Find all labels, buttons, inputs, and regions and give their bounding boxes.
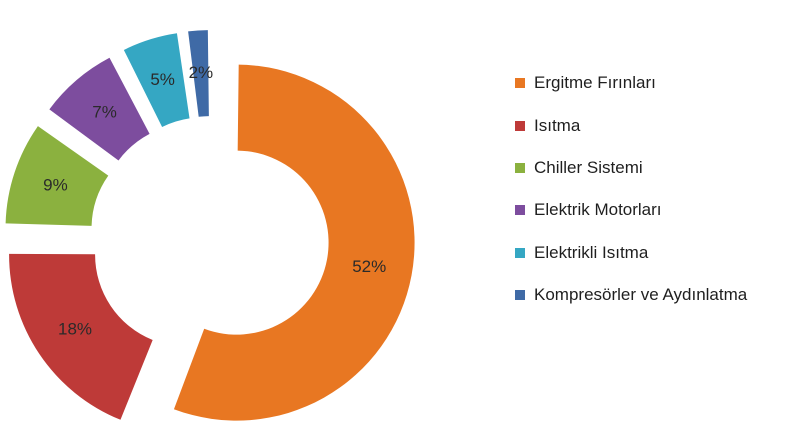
data-label-ergitme-firinlari: 52% (352, 257, 386, 276)
slice-chiller-sistemi (5, 126, 109, 226)
legend-item-elektrik-motorlari: Elektrik Motorları (515, 189, 747, 231)
legend-swatch (515, 120, 525, 131)
legend-swatch (515, 205, 525, 216)
slice-isitma (9, 253, 153, 420)
slice-elektrik-motorlari (49, 57, 150, 161)
legend-swatch (515, 290, 525, 301)
legend-item-chiller-sistemi: Chiller Sistemi (515, 147, 747, 189)
slice-elektrikli-isitma (123, 33, 190, 127)
legend-swatch (515, 247, 525, 258)
legend-label: Isıtma (534, 115, 581, 135)
legend-label: Chiller Sistemi (534, 157, 643, 177)
data-label-kompresorler-ve-aydinlatma: 2% (189, 63, 214, 82)
legend-label: Ergitme Fırınları (534, 73, 656, 93)
doughnut-chart: 52% 18% 9% 7% 5% 2% (5, 30, 415, 421)
chart-legend: Ergitme Fırınları Isıtma Chiller Sistemi El… (515, 62, 747, 316)
slice-ergitme-firinlari (173, 64, 415, 421)
legend-label: Elektrikli Isıtma (534, 242, 649, 262)
legend-label: Elektrik Motorları (534, 200, 662, 220)
legend-item-isitma: Isıtma (515, 104, 747, 146)
legend-item-ergitme-firinlari: Ergitme Fırınları (515, 62, 747, 104)
data-label-elektrikli-isitma: 5% (150, 70, 175, 89)
data-label-chiller-sistemi: 9% (43, 175, 68, 194)
slice-kompresorler-ve-aydinlatma (188, 30, 209, 117)
legend-label: Kompresörler ve Aydınlatma (534, 285, 748, 305)
data-label-isitma: 18% (58, 319, 92, 338)
legend-swatch (515, 78, 525, 89)
legend-swatch (515, 162, 525, 173)
data-label-elektrik-motorlari: 7% (92, 102, 117, 121)
legend-item-elektrikli-isitma: Elektrikli Isıtma (515, 232, 747, 274)
legend-item-kompresorler-ve-aydinlatma: Kompresörler ve Aydınlatma (515, 274, 747, 316)
